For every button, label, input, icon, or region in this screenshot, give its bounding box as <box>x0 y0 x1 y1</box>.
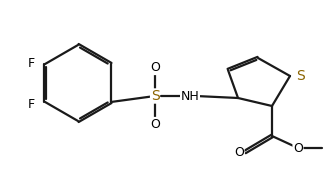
Text: S: S <box>296 69 305 83</box>
Text: F: F <box>27 56 35 69</box>
Text: O: O <box>293 142 303 155</box>
Text: F: F <box>27 98 35 111</box>
Text: O: O <box>150 117 160 130</box>
Text: O: O <box>234 145 244 158</box>
Text: S: S <box>150 89 159 103</box>
Text: O: O <box>150 62 160 75</box>
Text: NH: NH <box>181 90 199 103</box>
